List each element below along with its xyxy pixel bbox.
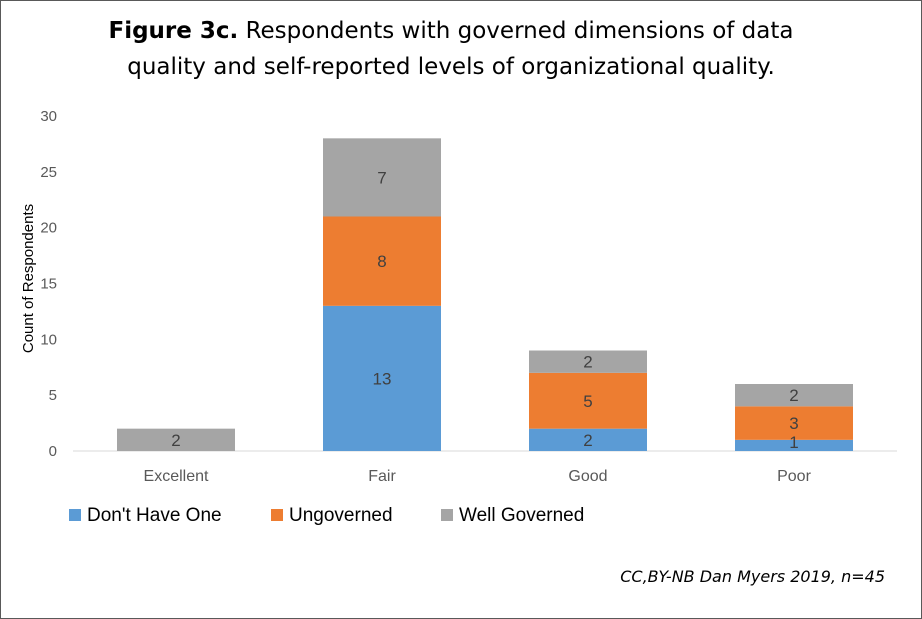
bar-segment	[735, 384, 853, 407]
data-label: 2	[583, 353, 592, 372]
bar-segment	[529, 372, 647, 429]
data-label: 3	[789, 414, 798, 433]
y-tick-label: 5	[49, 387, 57, 404]
data-label: 2	[583, 431, 592, 450]
legend-label: Well Governed	[459, 505, 584, 526]
data-label: 2	[171, 431, 180, 450]
data-label: 5	[583, 392, 592, 411]
data-label: 2	[789, 386, 798, 405]
legend-swatch	[441, 509, 453, 521]
chart-title-text: Respondents with governed dimensions of …	[127, 18, 794, 80]
legend-swatch	[271, 509, 283, 521]
y-tick-label: 15	[40, 276, 57, 293]
bar-segment	[323, 216, 441, 306]
bar-segment	[117, 428, 235, 451]
chart-title: Figure 3c. Respondents with governed dim…	[81, 13, 821, 85]
bar-segment	[529, 428, 647, 451]
y-tick-label: 25	[40, 164, 57, 181]
legend-swatch	[69, 509, 81, 521]
legend-label: Ungoverned	[289, 505, 393, 526]
y-tick-label: 30	[40, 108, 57, 125]
y-axis-title: Count of Respondents	[20, 204, 37, 353]
credit-text: CC,BY-NB Dan Myers 2019, n=45	[620, 567, 885, 586]
bar-segment	[529, 350, 647, 373]
bar-segment	[735, 406, 853, 440]
data-label: 7	[377, 168, 386, 187]
x-tick-label: Poor	[777, 468, 811, 485]
y-tick-label: 10	[40, 331, 57, 348]
bar-segment	[735, 439, 853, 451]
x-tick-label: Good	[568, 468, 607, 485]
chart-title-figure-label: Figure 3c.	[108, 18, 239, 44]
y-tick-label: 0	[49, 443, 57, 460]
legend-label: Don't Have One	[87, 505, 222, 526]
bar-segment	[323, 305, 441, 451]
y-tick-label: 20	[40, 220, 57, 237]
bar-segment	[323, 138, 441, 217]
data-label: 13	[373, 369, 392, 388]
x-tick-label: Fair	[368, 468, 396, 485]
data-label: 8	[377, 252, 386, 271]
data-label: 1	[789, 433, 798, 452]
x-tick-label: Excellent	[144, 468, 209, 485]
